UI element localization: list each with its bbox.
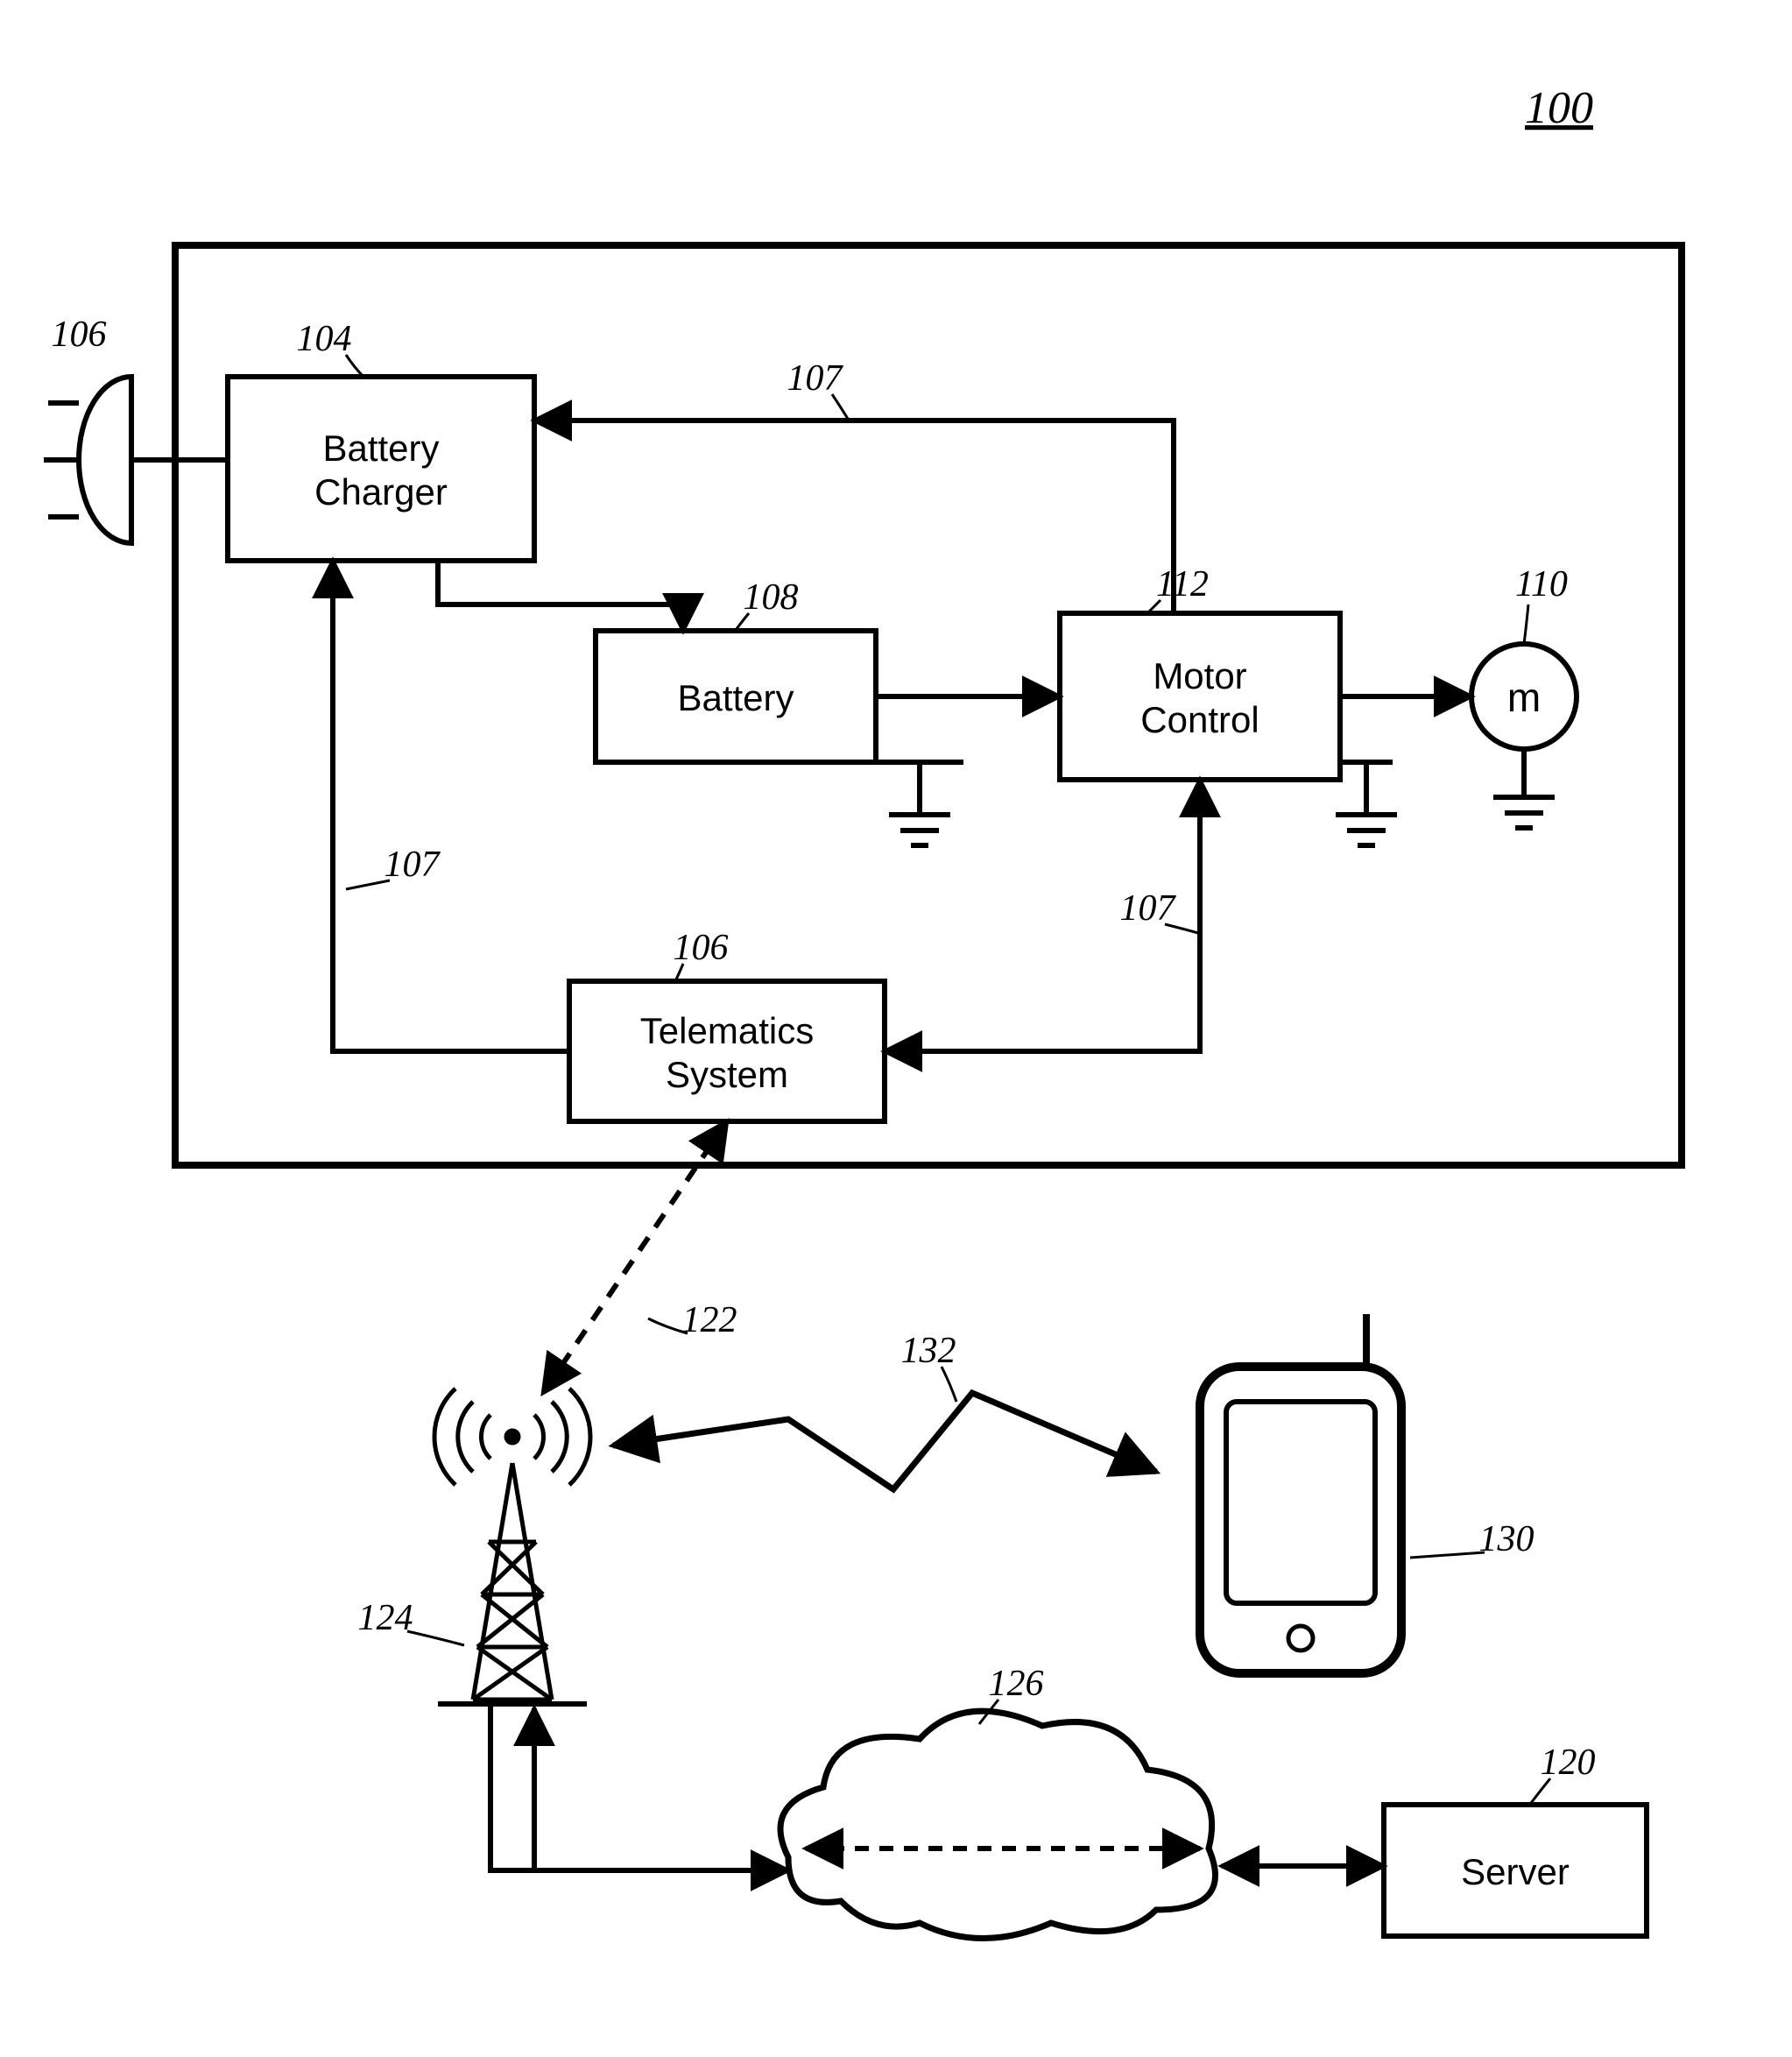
link-107-top-ref: 107 [787,358,844,399]
cloud-ref: 126 [989,1664,1044,1704]
lightning-link [613,1393,1156,1489]
phone-icon [1200,1314,1401,1673]
battery-charger-label-2: Charger [314,471,448,512]
motor-label: m [1507,675,1541,720]
battery-ref: 108 [744,577,799,618]
link-107-left-ref: 107 [385,845,441,885]
telematics-label-2: System [666,1054,788,1095]
plug-ref: 106 [52,315,107,355]
tower-icon [434,1389,590,1704]
battery-charger-label-1: Battery [322,428,439,469]
cloud-icon [780,1711,1216,1938]
battery-label: Battery [677,677,794,718]
phone-ref: 130 [1479,1519,1534,1559]
motor-control-ref: 112 [1156,564,1209,604]
battery-charger-ref: 104 [297,319,352,359]
tower-ref: 124 [358,1598,413,1638]
server-label: Server [1461,1851,1570,1892]
wireless-122-ref: 122 [682,1300,737,1340]
telematics-label-1: Telematics [640,1010,814,1051]
lightning-ref: 132 [901,1331,956,1371]
telematics-ref: 106 [674,928,729,968]
server-ref: 120 [1541,1742,1596,1783]
motor-control-label-1: Motor [1153,655,1246,696]
figure-ref: 100 [1525,83,1593,133]
motor-control-label-2: Control [1140,699,1259,740]
link-107-right-ref: 107 [1120,888,1177,929]
motor-ref: 110 [1515,564,1568,604]
